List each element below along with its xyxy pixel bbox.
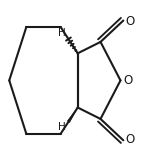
Polygon shape: [67, 108, 78, 123]
Text: H: H: [58, 122, 66, 132]
Text: O: O: [125, 15, 134, 28]
Text: O: O: [125, 133, 134, 146]
Text: H: H: [58, 28, 66, 38]
Text: O: O: [124, 74, 133, 87]
